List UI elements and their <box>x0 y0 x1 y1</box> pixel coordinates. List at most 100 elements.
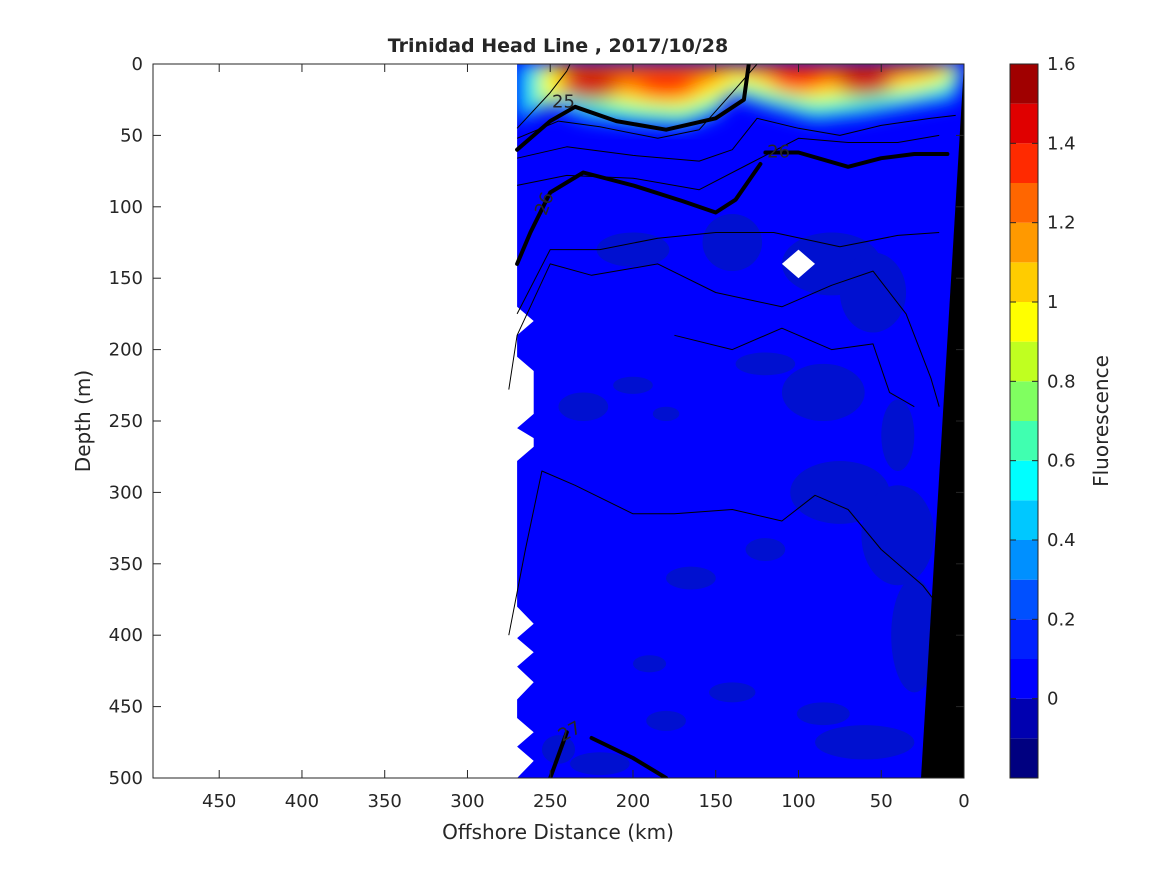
colorbar-swatch <box>1010 222 1038 263</box>
y-tick-label: 150 <box>109 268 143 289</box>
colorbar-swatch <box>1010 103 1038 144</box>
x-axis-label: Offshore Distance (km) <box>442 820 674 844</box>
y-tick-label: 500 <box>109 768 143 789</box>
y-tick-label: 100 <box>109 197 143 218</box>
colorbar-swatch <box>1010 64 1038 104</box>
low-value-patch <box>570 752 630 776</box>
colorbar-swatch <box>1010 302 1038 342</box>
colorbar-frame <box>1009 63 1039 779</box>
y-tick-label: 0 <box>132 54 143 75</box>
colorbar-swatch <box>1010 579 1038 620</box>
colorbar-swatch <box>1010 262 1038 302</box>
density-contours-bold <box>515 64 950 778</box>
contour-label: 25 <box>552 92 575 113</box>
colorbar-swatch <box>1010 540 1038 580</box>
thin-contour-line <box>508 263 940 407</box>
colorbar-tick-label: 1.4 <box>1047 133 1076 154</box>
bold-contour-line-26 <box>763 150 950 169</box>
x-tick-label: 150 <box>699 791 733 812</box>
bloom-peak <box>563 71 620 100</box>
low-value-patch <box>666 566 716 590</box>
contour-label: 26 <box>767 142 790 163</box>
low-value-patch <box>745 538 786 561</box>
seafloor-mask <box>921 64 964 778</box>
y-tick-label: 450 <box>109 697 143 718</box>
x-tick-label: 450 <box>202 791 236 812</box>
y-axis-ticks: 0 50 100 150 200 250 300 350 400 450 500 <box>109 54 964 789</box>
bold-contour-line-26 <box>515 162 763 266</box>
thin-contour-line <box>516 232 940 315</box>
y-axis-label: Depth (m) <box>71 370 95 472</box>
x-axis-ticks: 450 400 350 300 250 200 150 100 50 0 <box>202 64 970 812</box>
low-value-patches <box>541 213 938 776</box>
colorbar-tick-label: 0.6 <box>1047 451 1076 472</box>
y-tick-label: 300 <box>109 482 143 503</box>
bloom-peak <box>770 64 827 93</box>
low-value-patch <box>702 213 763 272</box>
colorbar-tick-label: 0 <box>1047 689 1058 710</box>
low-value-patch <box>861 485 935 586</box>
colorbar-swatch <box>1010 738 1038 778</box>
colorbar: 0 0.2 0.4 0.6 0.8 1 1.2 1.4 1.6 <box>1009 54 1076 779</box>
thin-contour-line <box>516 64 758 139</box>
low-value-patch <box>891 578 938 693</box>
colorbar-swatch <box>1010 619 1038 659</box>
colorbar-swatch <box>1010 698 1038 739</box>
low-value-patch <box>790 460 890 524</box>
x-tick-label: 350 <box>368 791 402 812</box>
colorbar-swatch <box>1010 183 1038 223</box>
x-tick-label: 300 <box>450 791 484 812</box>
low-value-patch <box>796 702 850 726</box>
colorbar-tick-label: 1 <box>1047 292 1058 313</box>
missing-data-patch <box>781 249 815 279</box>
thin-contour-line <box>517 134 940 191</box>
low-value-patch <box>646 710 686 731</box>
low-value-patch <box>652 406 680 421</box>
low-value-patch <box>558 392 609 421</box>
bold-contour-line-27 <box>548 730 569 778</box>
low-value-patch <box>839 252 907 333</box>
colorbar-label: Fluorescence <box>1089 355 1113 487</box>
colorbar-tick-label: 1.6 <box>1047 54 1076 75</box>
x-tick-label: 100 <box>781 791 815 812</box>
colorbar-swatch <box>1010 659 1038 699</box>
low-value-patch <box>735 352 796 376</box>
colorbar-tick-label: 0.8 <box>1047 371 1076 392</box>
bold-contour-line-27 <box>589 736 669 778</box>
colorbar-swatch <box>1010 381 1038 421</box>
low-value-patch <box>632 655 667 673</box>
y-tick-label: 50 <box>120 125 143 146</box>
low-value-patch <box>709 682 756 703</box>
bloom-peak <box>638 71 695 100</box>
y-tick-label: 400 <box>109 625 143 646</box>
thin-contour-line <box>508 470 940 636</box>
y-tick-label: 250 <box>109 411 143 432</box>
x-tick-label: 0 <box>958 791 969 812</box>
colorbar-swatch <box>1010 143 1038 183</box>
x-tick-label: 250 <box>533 791 567 812</box>
colorbar-tick-label: 0.4 <box>1047 530 1076 551</box>
y-tick-label: 200 <box>109 340 143 361</box>
thin-contour-line <box>674 327 915 408</box>
colorbar-swatch <box>1010 460 1038 501</box>
thin-contour-line <box>516 114 956 162</box>
low-value-patch <box>881 399 915 471</box>
x-tick-label: 200 <box>616 791 650 812</box>
bloom-peak <box>836 67 893 96</box>
low-value-patch <box>781 363 865 421</box>
low-value-patch <box>613 376 653 394</box>
colorbar-swatch <box>1010 421 1038 461</box>
chart-title: Trinidad Head Line , 2017/10/28 <box>388 35 728 57</box>
y-tick-label: 350 <box>109 554 143 575</box>
surface-bloom-layer <box>517 64 964 127</box>
bold-contour-line-25 <box>515 64 751 152</box>
low-value-patch <box>596 232 670 267</box>
x-tick-label: 400 <box>285 791 319 812</box>
x-tick-label: 50 <box>870 791 893 812</box>
thin-contour-line <box>516 64 571 129</box>
colorbar-swatch <box>1010 500 1038 540</box>
colorbar-tick-label: 0.2 <box>1047 609 1076 630</box>
colorbar-swatch <box>1010 341 1038 382</box>
